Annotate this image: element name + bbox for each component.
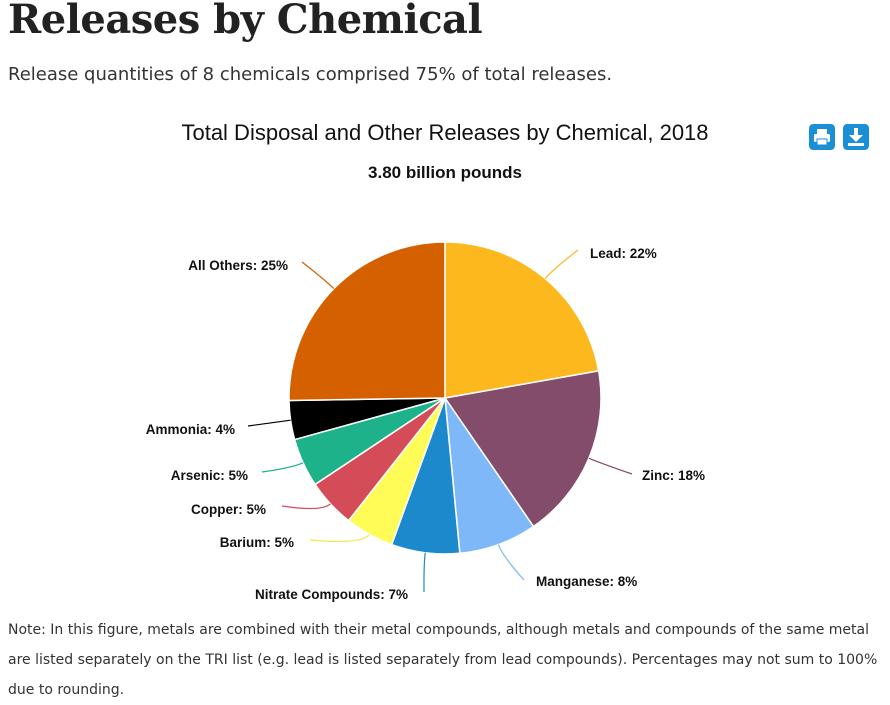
data-label-lead: Lead: 22% [590,246,657,261]
download-icon [848,128,864,146]
data-label-zinc: Zinc: 18% [642,468,705,483]
connector-arsenic [261,462,304,473]
chart-title: Total Disposal and Other Releases by Che… [181,120,708,145]
connector-copper [281,503,331,510]
print-button[interactable] [809,124,835,150]
page-title: Releases by Chemical [8,0,483,43]
data-label-manganese: Manganese: 8% [536,574,637,589]
data-label-arsenic: Arsenic: 5% [171,468,248,483]
data-label-all-others: All Others: 25% [188,258,288,273]
connector-barium [309,533,370,543]
pie-connectors [247,249,633,593]
pie-labels: Lead: 22% Zinc: 18% Manganese: 8% Nitrate C… [146,246,705,602]
connector-manganese [497,544,525,581]
page-subtitle: Release quantities of 8 chemicals compri… [8,64,613,85]
download-button[interactable] [843,124,869,150]
connector-lead [544,249,579,279]
connector-ammonia [247,419,291,427]
connector-all-others [301,261,335,289]
pie-slice-all-others[interactable] [288,241,446,402]
data-label-copper: Copper: 5% [191,502,266,517]
connector-nitrate-compounds [423,552,426,593]
printer-icon [814,129,830,146]
data-label-nitrate-compounds: Nitrate Compounds: 7% [255,587,408,602]
chart-subtitle: 3.80 billion pounds [368,163,522,182]
pie-slice-lead[interactable] [444,241,600,399]
pie-chart: Total Disposal and Other Releases by Che… [146,120,709,602]
footnote: Note: In this figure, metals are combine… [8,622,878,698]
data-label-ammonia: Ammonia: 4% [146,422,235,437]
data-label-barium: Barium: 5% [220,535,294,550]
connector-zinc [588,457,633,475]
pie-slices [288,241,602,555]
